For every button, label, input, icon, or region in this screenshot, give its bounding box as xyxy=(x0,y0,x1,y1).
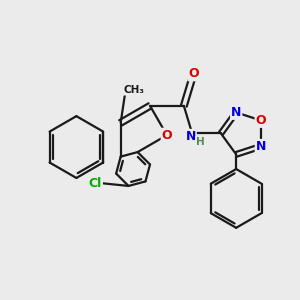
Text: O: O xyxy=(162,129,172,142)
Text: O: O xyxy=(256,114,266,127)
Text: O: O xyxy=(188,67,199,80)
Text: H: H xyxy=(196,136,205,147)
Text: N: N xyxy=(185,130,196,143)
Text: N: N xyxy=(256,140,266,153)
Text: CH₃: CH₃ xyxy=(124,85,145,95)
Text: Cl: Cl xyxy=(89,176,102,190)
Text: N: N xyxy=(231,106,242,119)
